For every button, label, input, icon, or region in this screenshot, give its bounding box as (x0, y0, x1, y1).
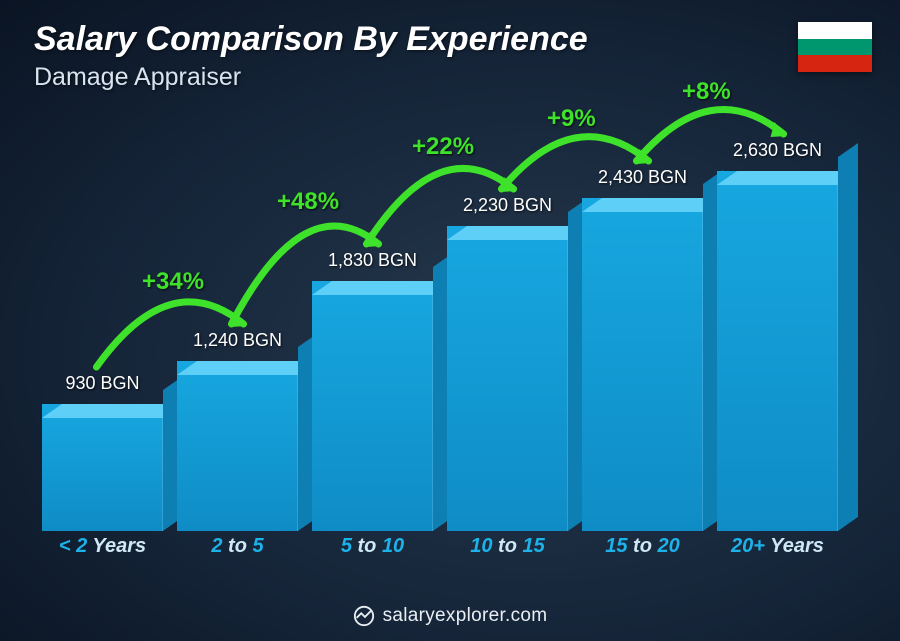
bar (582, 198, 703, 531)
x-category: 15 to 20 (582, 535, 703, 571)
bar-top-face (312, 281, 453, 295)
bar (42, 404, 163, 531)
bar-value-label: 930 BGN (65, 373, 139, 394)
bar (177, 361, 298, 531)
x-category: 10 to 15 (447, 535, 568, 571)
footer: salaryexplorer.com (0, 605, 900, 627)
bar-slot-4: 2,430 BGN (582, 167, 703, 531)
bar (312, 281, 433, 531)
bar (717, 171, 838, 531)
bar-value-label: 1,240 BGN (193, 330, 282, 351)
page-title: Salary Comparison By Experience (34, 20, 588, 59)
bars-container: 930 BGN 1,240 BGN 1,830 BGN 2,230 BGN 2,430 … (34, 100, 846, 531)
bar-front-face (312, 281, 433, 531)
bar-slot-0: 930 BGN (42, 373, 163, 531)
x-category: < 2 Years (42, 535, 163, 571)
flag-stripe-1 (798, 22, 872, 39)
bar-side-face (838, 143, 858, 531)
bar-slot-3: 2,230 BGN (447, 195, 568, 531)
page-subtitle: Damage Appraiser (34, 63, 588, 92)
bar-value-label: 2,430 BGN (598, 167, 687, 188)
bar-top-face (717, 171, 858, 185)
bar-front-face (177, 361, 298, 531)
header: Salary Comparison By Experience Damage A… (34, 20, 588, 92)
bar-value-label: 1,830 BGN (328, 250, 417, 271)
bar-top-face (582, 198, 723, 212)
x-category: 2 to 5 (177, 535, 298, 571)
flag-stripe-3 (798, 55, 872, 72)
bar-top-face (42, 404, 183, 418)
bar-front-face (447, 226, 568, 531)
salary-bar-chart: 930 BGN 1,240 BGN 1,830 BGN 2,230 BGN 2,430 … (34, 100, 846, 571)
bar-slot-2: 1,830 BGN (312, 250, 433, 531)
bar-value-label: 2,630 BGN (733, 140, 822, 161)
x-axis: < 2 Years 2 to 5 5 to 10 10 to 15 15 to 20 20… (34, 535, 846, 571)
bar-front-face (42, 404, 163, 531)
footer-site: salaryexplorer.com (383, 605, 548, 627)
bar (447, 226, 568, 531)
bar-front-face (717, 171, 838, 531)
x-category: 5 to 10 (312, 535, 433, 571)
bar-value-label: 2,230 BGN (463, 195, 552, 216)
bar-top-face (447, 226, 588, 240)
bar-slot-5: 2,630 BGN (717, 140, 838, 531)
bar-slot-1: 1,240 BGN (177, 330, 298, 531)
x-category: 20+ Years (717, 535, 838, 571)
logo-icon (353, 605, 375, 627)
bar-front-face (582, 198, 703, 531)
flag-stripe-2 (798, 39, 872, 56)
bar-top-face (177, 361, 318, 375)
country-flag (798, 22, 872, 72)
